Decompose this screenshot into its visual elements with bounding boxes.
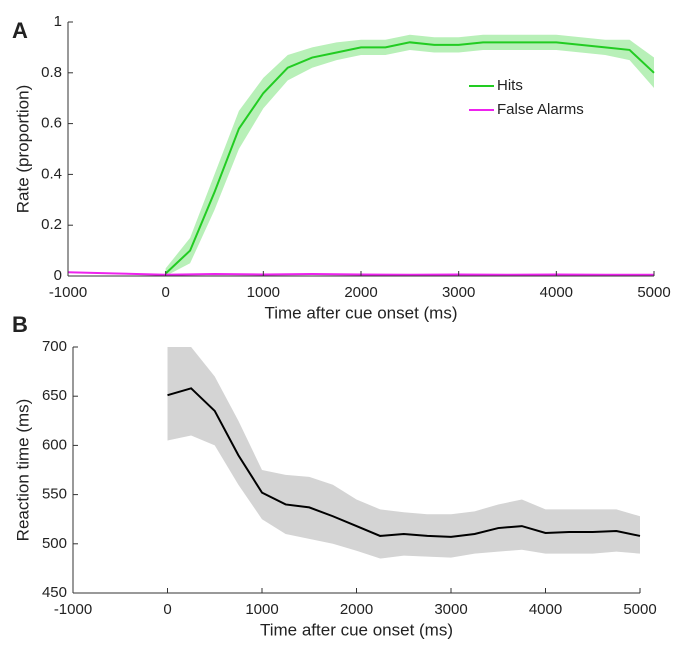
x-tick-label: 0 <box>163 601 171 618</box>
x-tick-label: 2000 <box>344 284 377 301</box>
y-tick-label: 550 <box>42 486 67 503</box>
legend-label: Hits <box>497 77 523 94</box>
confidence-band <box>167 347 640 559</box>
y-axis-label: Reaction time (ms) <box>13 399 32 542</box>
series-line <box>167 387 641 538</box>
y-tick-label: 0.8 <box>41 64 62 81</box>
y-tick-label: 700 <box>42 338 67 355</box>
x-tick-label: -1000 <box>49 284 87 301</box>
x-tick-label: 1000 <box>245 601 278 618</box>
x-tick-label: 2000 <box>340 601 373 618</box>
y-tick-label: 0.2 <box>41 216 62 233</box>
x-tick-label: -1000 <box>54 601 92 618</box>
legend-label: False Alarms <box>497 101 584 118</box>
y-tick-label: 450 <box>42 584 67 601</box>
confidence-band <box>165 34 654 277</box>
panel-label: A <box>12 18 28 43</box>
x-axis-label: Time after cue onset (ms) <box>260 620 453 639</box>
y-tick-label: 0.6 <box>41 115 62 132</box>
panel-label: B <box>12 312 28 337</box>
y-tick-label: 1 <box>54 13 62 30</box>
series-line <box>164 41 655 275</box>
y-tick-label: 0 <box>54 267 62 284</box>
y-tick-label: 500 <box>42 535 67 552</box>
x-tick-label: 4000 <box>529 601 562 618</box>
y-tick-label: 650 <box>42 387 67 404</box>
x-tick-label: 3000 <box>434 601 467 618</box>
x-tick-label: 5000 <box>637 284 670 301</box>
y-tick-label: 600 <box>42 436 67 453</box>
x-tick-label: 4000 <box>540 284 573 301</box>
x-tick-label: 5000 <box>623 601 656 618</box>
x-tick-label: 0 <box>161 284 169 301</box>
y-axis-label: Rate (proportion) <box>13 85 32 214</box>
y-tick-label: 0.4 <box>41 165 62 182</box>
x-tick-label: 3000 <box>442 284 475 301</box>
x-axis-label: Time after cue onset (ms) <box>264 303 457 322</box>
x-tick-label: 1000 <box>247 284 280 301</box>
